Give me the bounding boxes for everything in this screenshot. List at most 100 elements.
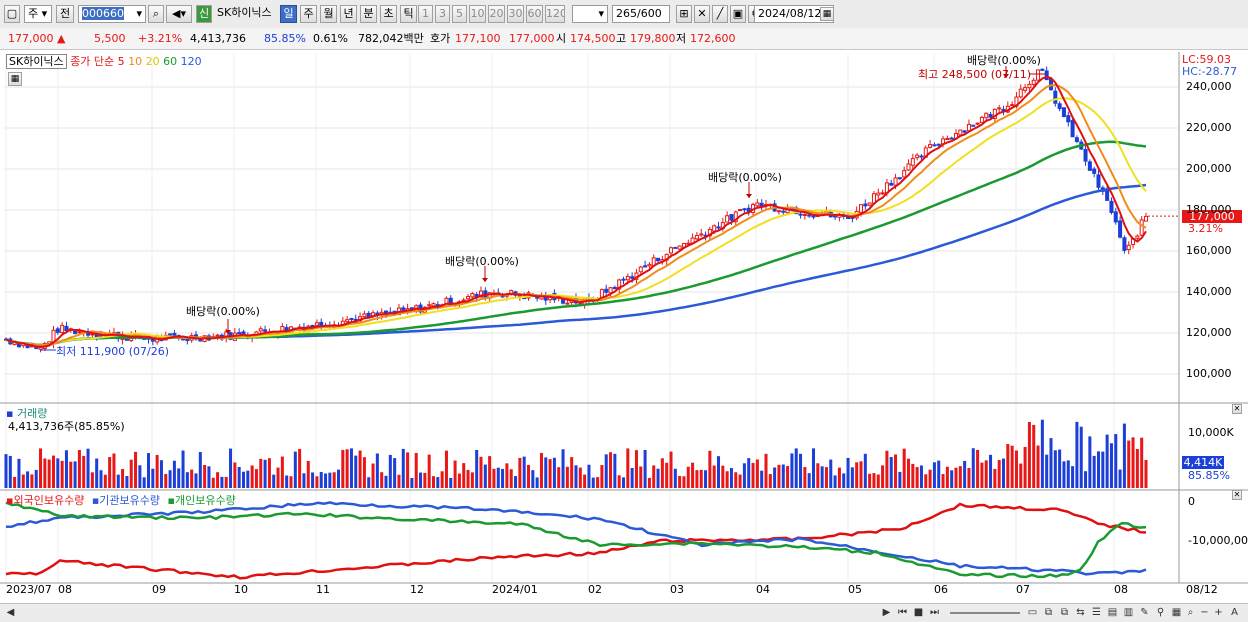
save-icon[interactable]: ▣ — [730, 5, 746, 23]
period-tab-5[interactable]: 초 — [380, 5, 397, 23]
interval-button-7[interactable]: 120 — [545, 5, 565, 23]
candle-body — [1070, 120, 1075, 138]
legend-ma60: 60 — [163, 55, 178, 68]
volume-bar — [414, 452, 418, 488]
volume-bar — [634, 450, 638, 488]
window-icon[interactable]: ⧉ — [1060, 607, 1069, 618]
candle-body — [858, 204, 864, 213]
font-icon[interactable]: A — [1231, 607, 1238, 618]
draw-icon[interactable]: ✎ — [1140, 607, 1149, 618]
volume-bar — [958, 466, 962, 488]
interval-button-1[interactable]: 3 — [435, 5, 450, 23]
interval-button-3[interactable]: 10 — [469, 5, 486, 23]
chart-type-icon[interactable]: ╱ — [712, 5, 728, 23]
prev-button[interactable]: 전 — [56, 5, 74, 23]
grid-lines — [4, 54, 1178, 582]
interval-button-2[interactable]: 5 — [452, 5, 467, 23]
table-icon[interactable]: ▦ — [8, 72, 22, 86]
period-tab-2[interactable]: 월 — [320, 5, 337, 23]
zoom-slider[interactable] — [950, 612, 1020, 614]
period-tab-6[interactable]: 틱 — [400, 5, 417, 23]
period-tab-1[interactable]: 주 — [300, 5, 317, 23]
calendar-icon[interactable]: ▦ — [820, 7, 834, 21]
copy-icon[interactable]: ⧉ — [1044, 607, 1053, 618]
candle-body — [863, 203, 868, 207]
volume-bar — [665, 462, 669, 488]
stop-icon[interactable]: ■ — [913, 607, 924, 618]
list-icon[interactable]: ☰ — [1092, 607, 1101, 618]
volume-bar — [1144, 460, 1148, 488]
sin-button[interactable]: 신 — [196, 5, 212, 23]
close-holdings-icon[interactable]: ✕ — [1232, 490, 1242, 500]
volume-bar — [1045, 454, 1049, 488]
period-tab-4[interactable]: 분 — [360, 5, 377, 23]
ex-div-label-4: 배당락(0.00%) — [967, 54, 1041, 67]
volume-bar — [829, 459, 833, 488]
period-tab-3[interactable]: 년 — [340, 5, 357, 23]
minus-icon[interactable]: − — [1200, 607, 1209, 618]
candle-body — [798, 213, 803, 216]
period-tab-0[interactable]: 일 — [280, 5, 297, 23]
volume-bar — [989, 454, 993, 488]
pane2-icon[interactable]: ▥ — [1123, 607, 1134, 618]
interval-button-4[interactable]: 20 — [488, 5, 505, 23]
max-label: 최고 248,500 (07/11) — [918, 68, 1032, 81]
candle-body — [776, 210, 781, 213]
candle-body — [1118, 220, 1123, 238]
scroll-right-icon[interactable]: ▶ — [882, 607, 891, 618]
last-icon[interactable]: ⏭ — [930, 607, 939, 618]
volume-bar — [237, 466, 241, 488]
candle-body — [668, 247, 674, 254]
holding-line — [5, 501, 1147, 579]
chart-svg[interactable] — [0, 50, 1248, 603]
candle-body — [889, 182, 894, 186]
ask-value: 177,000 — [509, 32, 555, 45]
volume-bar — [43, 458, 47, 488]
interval-select[interactable]: ▾ — [572, 5, 608, 23]
first-icon[interactable]: ⏮ — [898, 607, 907, 618]
chart-area[interactable]: SK하이닉스 종가 단순 5 10 20 60 120 ▦ LC:59.03 H… — [0, 50, 1248, 603]
candle-body — [1092, 168, 1097, 174]
market-select[interactable]: 주 ▾ — [24, 5, 52, 23]
volume-bar — [712, 465, 716, 488]
candle-body — [656, 257, 661, 262]
grid-icon[interactable]: ⊞ — [676, 5, 692, 23]
volume-bar — [95, 458, 99, 488]
link-icon[interactable]: ⚲ — [1156, 607, 1165, 618]
legend-indiv: ▪개인보유수량 — [167, 494, 236, 507]
volume-bar — [51, 455, 56, 488]
volume-bar — [868, 473, 872, 488]
layout-icon[interactable]: ▭ — [1027, 607, 1038, 618]
plus-icon[interactable]: + — [1214, 607, 1223, 618]
interval-button-6[interactable]: 60 — [526, 5, 543, 23]
pane-icon[interactable]: ▤ — [1107, 607, 1118, 618]
candle-body — [185, 339, 190, 342]
volume-bar — [881, 465, 885, 488]
volume-bar — [729, 468, 733, 488]
volume-ratio: 85.85% — [264, 32, 306, 45]
window-menu-icon[interactable]: ▢ — [4, 5, 20, 23]
volume-bar — [1075, 421, 1079, 488]
close-volume-icon[interactable]: ✕ — [1232, 404, 1242, 414]
compare-icon[interactable]: ⇆ — [1076, 607, 1085, 618]
print-icon[interactable]: ▦ — [1171, 607, 1182, 618]
volume-series — [4, 419, 1148, 488]
crosshair-icon[interactable]: ✕ — [694, 5, 710, 23]
volume-bar — [375, 453, 379, 488]
count-input[interactable]: 265/600 — [612, 5, 670, 23]
code-value: 000660 — [82, 7, 124, 20]
search-icon[interactable]: ⌕ — [148, 5, 164, 23]
interval-button-0[interactable]: 1 — [418, 5, 433, 23]
volume-bar — [889, 456, 893, 488]
volume-bar — [423, 472, 427, 488]
scroll-left-icon[interactable]: ◀ — [6, 607, 15, 618]
candle-body — [310, 324, 315, 328]
volume-bar — [17, 458, 21, 488]
volume-bar — [324, 473, 328, 488]
code-input[interactable]: 000660 ▾ — [78, 5, 146, 23]
volume-bar — [656, 468, 660, 488]
zoom-icon[interactable]: ⌕ — [1187, 607, 1194, 618]
speaker-icon[interactable]: ◀▾ — [166, 5, 192, 23]
interval-button-5[interactable]: 30 — [507, 5, 524, 23]
price-tag: 177,000 — [1182, 210, 1242, 223]
